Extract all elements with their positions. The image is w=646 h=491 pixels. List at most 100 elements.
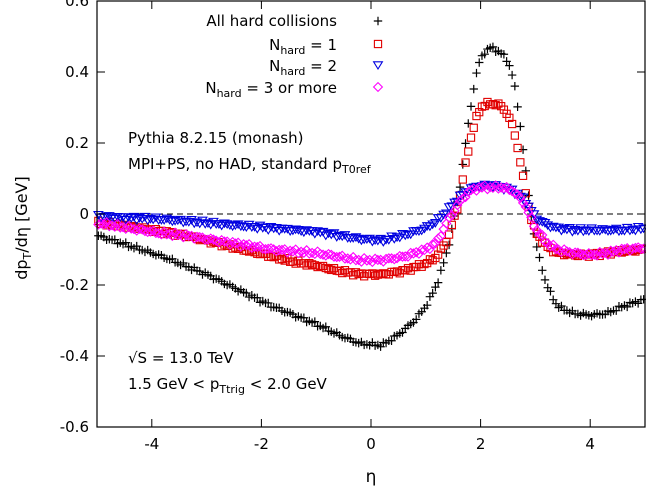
legend-label-all-hard: All hard collisions (206, 12, 337, 30)
data-point (624, 226, 636, 236)
data-point (517, 193, 529, 203)
data-point (265, 243, 277, 254)
data-point (605, 226, 617, 236)
data-point (387, 336, 396, 345)
data-point (302, 261, 311, 270)
data-point (494, 99, 503, 108)
data-point (178, 231, 189, 243)
data-point (373, 270, 382, 279)
data-point (532, 242, 541, 252)
data-point (518, 171, 528, 180)
data-point (321, 322, 330, 331)
data-point (216, 234, 227, 246)
data-point (469, 84, 478, 94)
data-point (526, 212, 537, 223)
data-point (578, 249, 589, 261)
data-point (523, 207, 534, 218)
data-point (430, 238, 441, 249)
data-point (241, 240, 252, 251)
data-point (310, 317, 320, 326)
data-point (443, 212, 455, 223)
data-point (535, 253, 544, 262)
data-point (224, 221, 236, 231)
y-tick-label: 0.2 (65, 134, 89, 152)
data-point (189, 233, 200, 244)
y-axis-label-main: dp (12, 259, 31, 279)
x-tick-label: -2 (254, 435, 269, 453)
data-point (420, 259, 429, 269)
data-point (466, 102, 476, 111)
data-point (516, 158, 525, 167)
data-point (558, 224, 570, 234)
data-point (513, 143, 522, 153)
data-point (284, 227, 296, 236)
data-point (443, 203, 455, 213)
data-point (121, 238, 130, 247)
data-point (638, 243, 646, 254)
data-point (349, 271, 358, 280)
data-point (276, 244, 288, 256)
data-point (180, 229, 192, 240)
data-point (474, 182, 485, 193)
data-point (327, 265, 336, 275)
annotation-energy: √S = 13.0 TeV (128, 349, 234, 367)
data-point (249, 222, 260, 232)
data-point (271, 224, 282, 233)
data-point (515, 192, 526, 204)
data-point (442, 248, 451, 258)
data-point (506, 185, 518, 197)
data-point (469, 123, 478, 132)
data-point (464, 147, 473, 156)
data-point (534, 229, 545, 240)
data-point (177, 218, 189, 228)
data-point (485, 182, 496, 193)
data-point (391, 253, 403, 264)
data-point (131, 225, 142, 236)
data-point (546, 287, 555, 296)
data-point (435, 230, 447, 242)
data-point (475, 107, 484, 117)
data-point (600, 247, 611, 259)
data-point (224, 239, 236, 250)
data-point (540, 275, 550, 285)
x-axis-label: η (366, 467, 377, 487)
data-point (480, 49, 489, 59)
data-point (287, 246, 299, 257)
data-point (433, 278, 443, 287)
data-point (521, 166, 531, 176)
data-points-layer (92, 42, 646, 351)
data-point (605, 245, 616, 256)
data-point (323, 248, 334, 260)
data-point (577, 227, 589, 237)
data-point (613, 227, 625, 237)
data-point (101, 217, 112, 228)
data-point (158, 216, 170, 225)
data-point (329, 264, 339, 273)
data-point (397, 230, 408, 239)
data-point (550, 243, 562, 255)
data-point (219, 236, 230, 247)
data-point (436, 266, 446, 275)
data-point (444, 240, 454, 250)
data-point (569, 247, 581, 258)
annotation-generator: Pythia 8.2.15 (monash) (128, 129, 303, 147)
data-point (475, 58, 484, 67)
ticks-layer: -4 -2 0 2 4 -0.6 -0.4 -0.2 0 0.2 0.4 0.6 (60, 0, 645, 453)
data-point (346, 268, 355, 277)
data-point (531, 224, 542, 236)
data-point (306, 227, 318, 236)
data-point (580, 226, 592, 236)
data-point (211, 235, 222, 246)
data-point (557, 301, 566, 311)
data-point (405, 247, 416, 259)
data-point (428, 288, 437, 298)
data-point (145, 226, 156, 237)
data-point (458, 175, 467, 184)
data-point (312, 227, 323, 237)
y-tick-label: -0.6 (60, 418, 89, 436)
data-point (545, 241, 556, 252)
y-tick-label: -0.2 (60, 276, 89, 294)
data-point (271, 246, 282, 257)
data-point (359, 272, 369, 281)
data-point (498, 183, 510, 194)
